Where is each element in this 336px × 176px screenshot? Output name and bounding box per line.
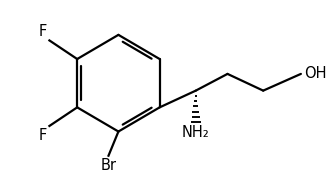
Text: F: F: [38, 24, 46, 39]
Text: Br: Br: [100, 159, 117, 174]
Text: F: F: [38, 128, 46, 143]
Text: OH: OH: [304, 66, 326, 81]
Text: NH₂: NH₂: [182, 125, 210, 140]
